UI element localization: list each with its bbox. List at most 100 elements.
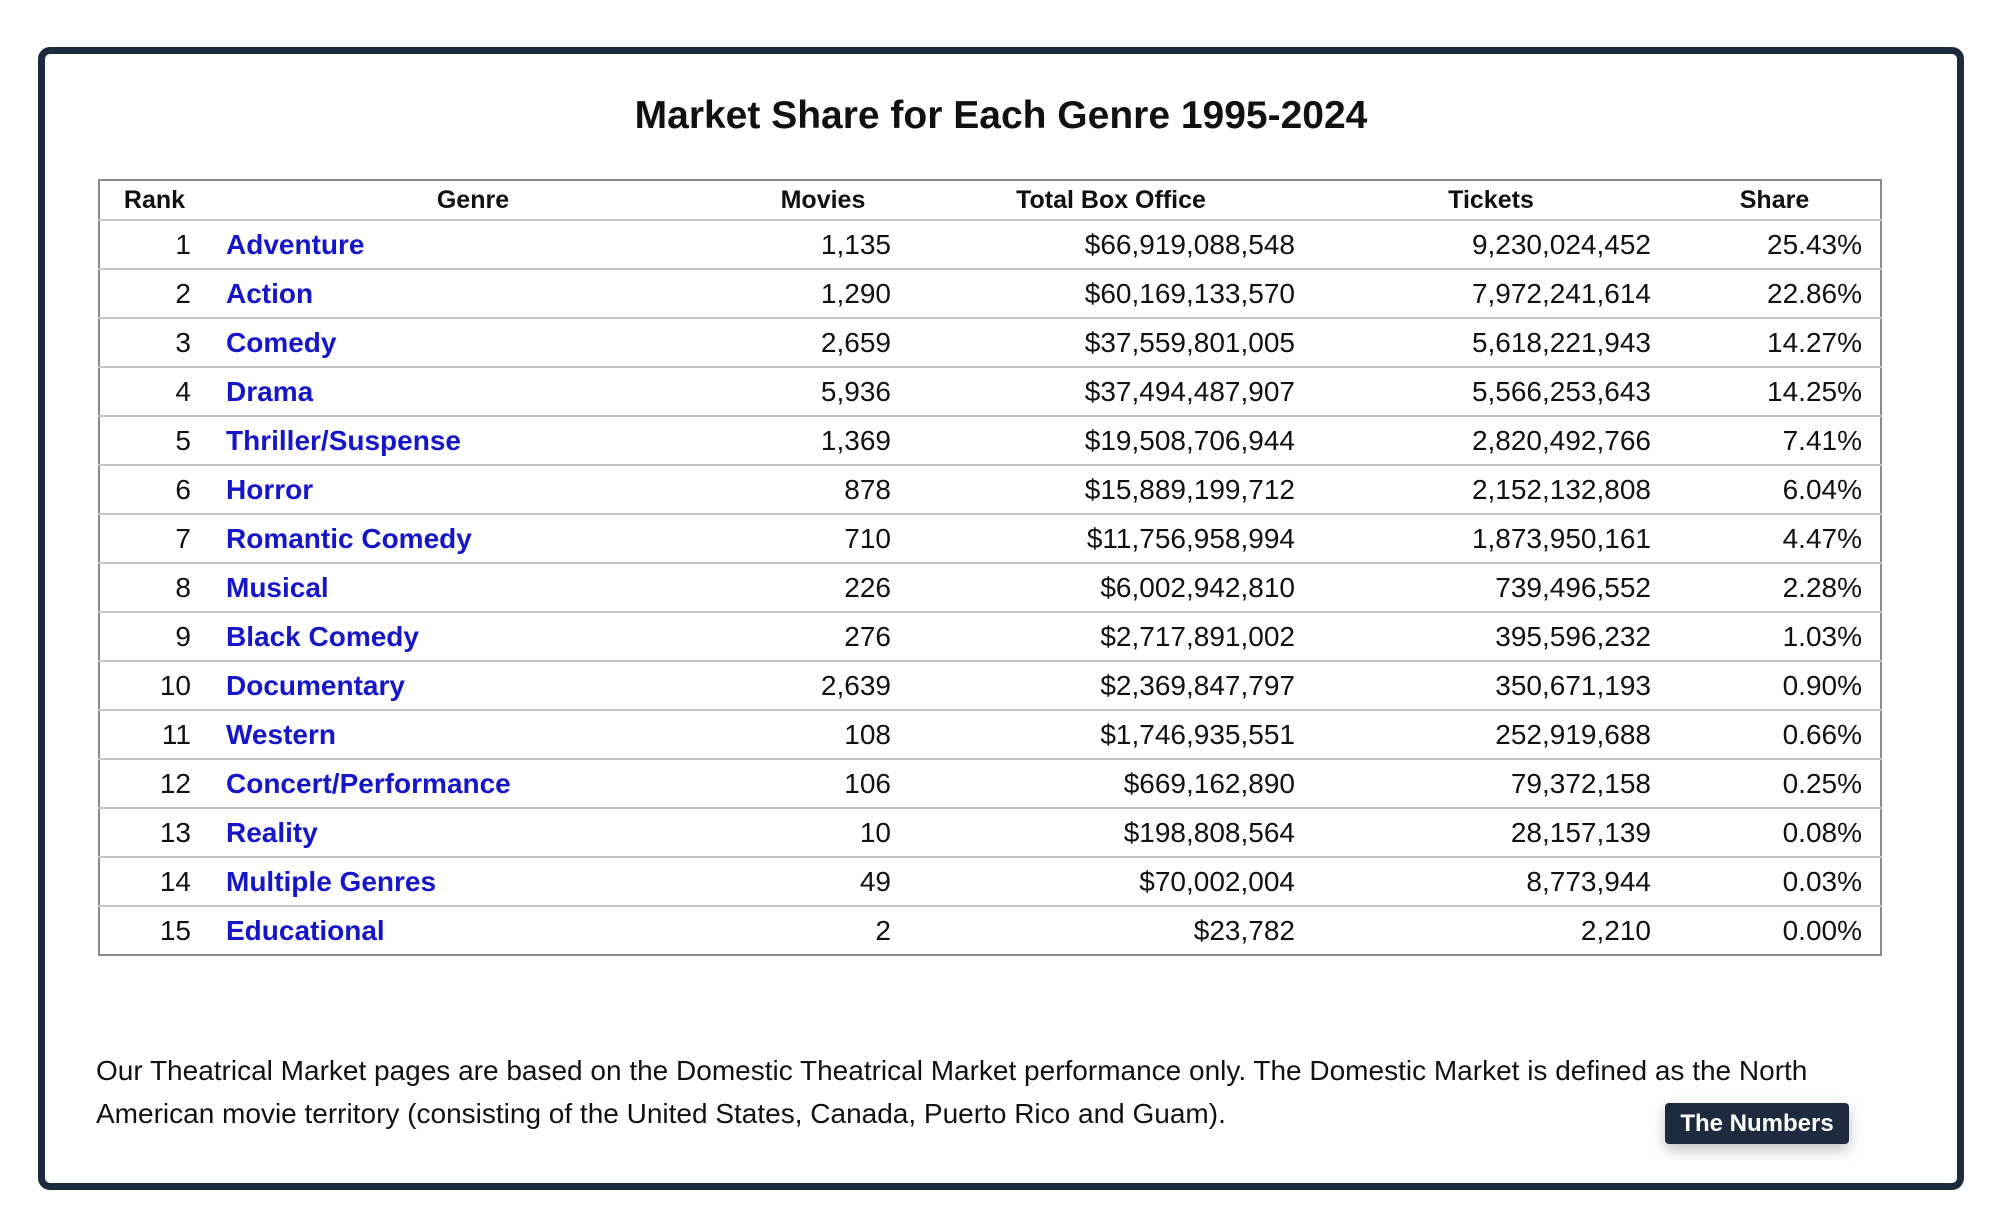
table-row: 10 Documentary 2,639 $2,369,847,797 350,671,… <box>99 660 1881 710</box>
cell: 11 <box>99 709 209 759</box>
table-row: 4 Drama 5,936 $37,494,487,907 5,566,253,643 1… <box>99 366 1881 416</box>
genre-link[interactable]: Adventure <box>226 228 365 260</box>
genre-link[interactable]: Thriller/Suspense <box>226 424 461 456</box>
genre-link[interactable]: Educational <box>226 914 385 946</box>
cell: 6.04% <box>1669 464 1881 514</box>
cell: 2.28% <box>1669 562 1881 612</box>
cell: 2 <box>99 268 209 318</box>
genre-cell: Adventure <box>209 219 737 269</box>
genre-link[interactable]: Action <box>226 277 314 309</box>
column-header: Movies <box>780 185 866 214</box>
cell: 14.25% <box>1669 366 1881 416</box>
cell: 1 <box>99 219 209 269</box>
cell: 252,919,688 <box>1313 709 1669 759</box>
cell: 108 <box>737 709 909 759</box>
cell: 4.47% <box>1669 513 1881 563</box>
cell: 0.90% <box>1669 660 1881 710</box>
cell: 7 <box>99 513 209 563</box>
table-row: 8 Musical 226 $6,002,942,810 739,496,552 2.28… <box>99 562 1881 612</box>
table-row: 2 Action 1,290 $60,169,133,570 7,972,241,614… <box>99 268 1881 318</box>
cell: 1,290 <box>737 268 909 318</box>
genre-cell: Black Comedy <box>209 611 737 661</box>
genre-link[interactable]: Romantic Comedy <box>226 522 472 554</box>
cell: 0.25% <box>1669 758 1881 808</box>
genre-cell: Reality <box>209 807 737 857</box>
cell: 10 <box>99 660 209 710</box>
cell: 2 <box>737 905 909 955</box>
genre-link[interactable]: Concert/Performance <box>226 767 511 799</box>
cell: 106 <box>737 758 909 808</box>
table-row: 13 Reality 10 $198,808,564 28,157,139 0.08% <box>99 807 1881 857</box>
table-row: 12 Concert/Performance 106 $669,162,890 79,3… <box>99 758 1881 808</box>
table-row: 9 Black Comedy 276 $2,717,891,002 395,596,23… <box>99 611 1881 661</box>
cell: 4 <box>99 366 209 416</box>
cell: 2,210 <box>1313 905 1669 955</box>
table-row: 11 Western 108 $1,746,935,551 252,919,688 0.6… <box>99 709 1881 759</box>
cell: 14 <box>99 856 209 906</box>
cell: $1,746,935,551 <box>909 709 1313 759</box>
cell: $60,169,133,570 <box>909 268 1313 318</box>
genre-link[interactable]: Musical <box>226 571 329 603</box>
cell: 2,639 <box>737 660 909 710</box>
cell: 8,773,944 <box>1313 856 1669 906</box>
table-row: 6 Horror 878 $15,889,199,712 2,152,132,808 6.… <box>99 464 1881 514</box>
cell: $23,782 <box>909 905 1313 955</box>
genre-cell: Horror <box>209 464 737 514</box>
genre-cell: Drama <box>209 366 737 416</box>
cell: 878 <box>737 464 909 514</box>
genre-link[interactable]: Black Comedy <box>226 620 419 652</box>
table-row: 5 Thriller/Suspense 1,369 $19,508,706,944 2,… <box>99 415 1881 465</box>
table-row: 1 Adventure 1,135 $66,919,088,548 9,230,024,… <box>99 219 1881 269</box>
column-header: Genre <box>436 185 510 214</box>
table-row: 7 Romantic Comedy 710 $11,756,958,994 1,873,… <box>99 513 1881 563</box>
cell: 9 <box>99 611 209 661</box>
cell: 14.27% <box>1669 317 1881 367</box>
genre-cell: Thriller/Suspense <box>209 415 737 465</box>
cell: 5,566,253,643 <box>1313 366 1669 416</box>
cell: 350,671,193 <box>1313 660 1669 710</box>
table-row: 3 Comedy 2,659 $37,559,801,005 5,618,221,943… <box>99 317 1881 367</box>
cell: 0.66% <box>1669 709 1881 759</box>
cell: 5 <box>99 415 209 465</box>
cell: 226 <box>737 562 909 612</box>
table-body: 1 Adventure 1,135 $66,919,088,548 9,230,024,… <box>99 219 1881 955</box>
genre-cell: Musical <box>209 562 737 612</box>
genre-link[interactable]: Drama <box>226 375 314 407</box>
column-header: Tickets <box>1448 185 1534 214</box>
genre-cell: Action <box>209 268 737 318</box>
brand-badge[interactable]: The Numbers <box>1665 1103 1849 1144</box>
genre-link[interactable]: Comedy <box>226 326 337 358</box>
genre-link[interactable]: Reality <box>226 816 318 848</box>
cell: 3 <box>99 317 209 367</box>
genre-link[interactable]: Horror <box>226 473 314 505</box>
cell: 10 <box>737 807 909 857</box>
cell: 710 <box>737 513 909 563</box>
cell: 22.86% <box>1669 268 1881 318</box>
cell: $2,369,847,797 <box>909 660 1313 710</box>
cell: 79,372,158 <box>1313 758 1669 808</box>
cell: 0.00% <box>1669 905 1881 955</box>
cell: 0.03% <box>1669 856 1881 906</box>
cell: $70,002,004 <box>909 856 1313 906</box>
cell: $11,756,958,994 <box>909 513 1313 563</box>
cell: 28,157,139 <box>1313 807 1669 857</box>
cell: 0.08% <box>1669 807 1881 857</box>
cell: 1,873,950,161 <box>1313 513 1669 563</box>
genre-link[interactable]: Western <box>226 718 336 750</box>
genre-table: Rank Genre Movies Total Box Office Tickets Sh… <box>98 179 1882 956</box>
header-row: Rank Genre Movies Total Box Office Tickets Sh… <box>99 180 1881 220</box>
card: Market Share for Each Genre 1995-2024 Ra… <box>38 47 1964 1190</box>
genre-cell: Western <box>209 709 737 759</box>
cell: 12 <box>99 758 209 808</box>
genre-link[interactable]: Documentary <box>226 669 405 701</box>
table-row: 15 Educational 2 $23,782 2,210 0.00% <box>99 905 1881 955</box>
cell: 5,936 <box>737 366 909 416</box>
genre-cell: Romantic Comedy <box>209 513 737 563</box>
cell: $198,808,564 <box>909 807 1313 857</box>
cell: 8 <box>99 562 209 612</box>
cell: 7.41% <box>1669 415 1881 465</box>
genre-link[interactable]: Multiple Genres <box>226 865 437 897</box>
cell: 25.43% <box>1669 219 1881 269</box>
column-header: Rank <box>123 185 186 214</box>
cell: 2,659 <box>737 317 909 367</box>
